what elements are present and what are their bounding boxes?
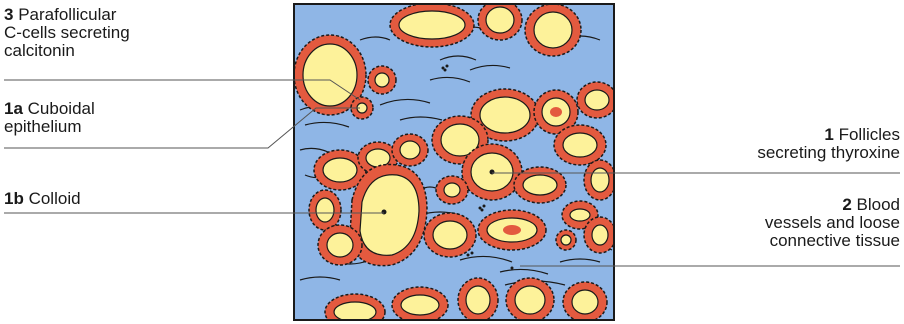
label-1-line2: secreting thyroxine [757,143,900,162]
follicle [583,216,614,254]
follicle [505,277,555,320]
follicles [294,4,614,320]
label-2-number: 2 [842,195,852,214]
follicle [324,293,386,320]
follicle [555,229,577,251]
follicle [294,34,367,116]
follicle [533,89,579,135]
diagram-frame [293,3,615,321]
label-1b-colloid: 1b Colloid [4,190,81,208]
follicle [562,281,608,320]
label-3-text: Parafollicular [18,5,117,24]
follicle [423,212,477,258]
leader-lines [4,79,900,267]
label-1b-number: 1b [4,189,24,208]
label-3-parafollicular: 3 Parafollicular C-cells secreting calci… [4,6,130,60]
follicle [553,124,607,166]
label-1-text: Follicles [838,125,900,144]
label-1a-line2: epithelium [4,117,82,136]
follicle [367,65,397,95]
follicle [477,209,547,251]
follicle [583,159,614,201]
follicle [470,88,540,142]
follicle-1b-colloid [349,163,428,267]
follicle [513,166,567,204]
label-3-line2: C-cells secreting [4,23,130,42]
follicle [576,81,614,119]
follicle [391,133,429,167]
follicle [457,277,499,320]
label-1b-text: Colloid [28,189,81,208]
follicle [435,175,469,205]
label-1a-number: 1a [4,99,23,118]
follicle [308,189,342,231]
label-2-text: Blood [856,195,900,214]
follicle-1-thyroxine [461,143,523,201]
label-1-follicles: 1 Follicles secreting thyroxine [757,126,900,162]
leader-line-1a [4,107,360,149]
follicle [317,224,363,266]
follicle [477,4,523,41]
label-1a-cuboidal: 1a Cuboidal epithelium [4,100,95,136]
follicle [524,4,582,57]
follicle [389,4,475,48]
follicle [350,96,374,120]
label-1a-text: Cuboidal [27,99,95,118]
leader-line-3 [4,79,361,101]
label-2-blood-vessels: 2 Blood vessels and loose connective tis… [765,196,900,250]
label-1-number: 1 [824,125,834,144]
vessel-marks [441,64,514,270]
label-3-number: 3 [4,5,14,24]
tissue-group [294,4,614,320]
label-2-line3: connective tissue [769,231,900,250]
label-3-line3: calcitonin [4,41,75,60]
follicle [391,286,449,320]
label-2-line2: vessels and loose [764,213,900,232]
